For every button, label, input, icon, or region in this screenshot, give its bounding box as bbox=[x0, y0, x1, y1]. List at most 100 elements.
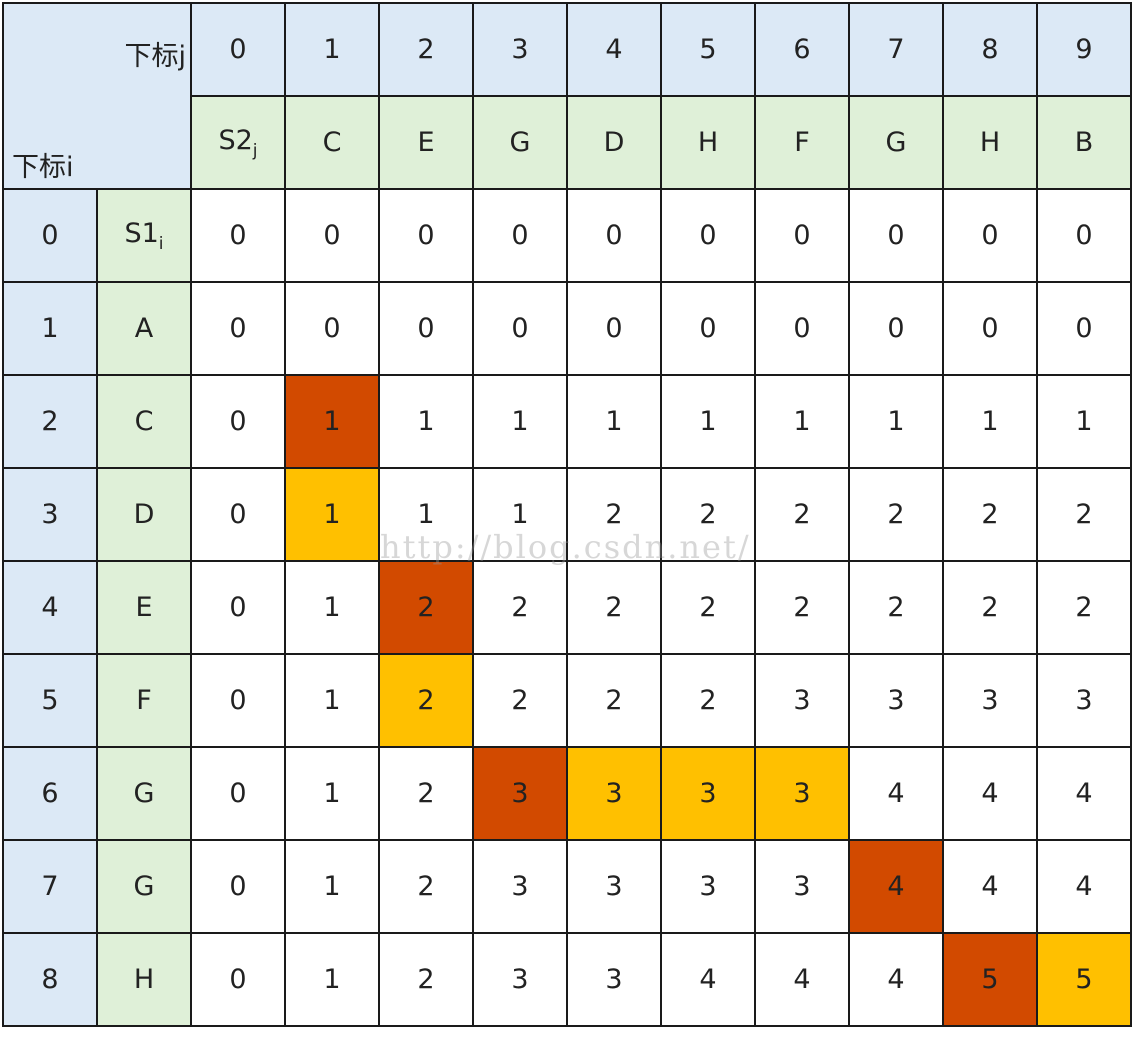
dp-cell-3-8: 2 bbox=[942, 467, 1038, 562]
dp-cell-2-8: 1 bbox=[942, 374, 1038, 469]
dp-cell-3-0: 0 bbox=[190, 467, 286, 562]
dp-cell-8-2: 2 bbox=[378, 932, 474, 1027]
s1-char-8: H bbox=[96, 932, 192, 1027]
s2-char-7: G bbox=[848, 95, 944, 190]
dp-cell-8-4: 3 bbox=[566, 932, 662, 1027]
dp-cell-5-0: 0 bbox=[190, 653, 286, 748]
dp-cell-0-8: 0 bbox=[942, 188, 1038, 283]
col-index-8: 8 bbox=[942, 2, 1038, 97]
s1-char-7: G bbox=[96, 839, 192, 934]
dp-cell-4-1: 1 bbox=[284, 560, 380, 655]
dp-cell-6-3: 3 bbox=[472, 746, 568, 841]
col-index-7: 7 bbox=[848, 2, 944, 97]
dp-cell-3-6: 2 bbox=[754, 467, 850, 562]
row-index-0: 0 bbox=[2, 188, 98, 283]
row-index-8: 8 bbox=[2, 932, 98, 1027]
dp-cell-8-5: 4 bbox=[660, 932, 756, 1027]
dp-cell-4-2: 2 bbox=[378, 560, 474, 655]
s1-char-1: A bbox=[96, 281, 192, 376]
dp-cell-5-6: 3 bbox=[754, 653, 850, 748]
s2-label-subscript: j bbox=[252, 140, 258, 161]
dp-cell-5-7: 3 bbox=[848, 653, 944, 748]
dp-cell-4-7: 2 bbox=[848, 560, 944, 655]
dp-cell-8-8: 5 bbox=[942, 932, 1038, 1027]
dp-cell-0-7: 0 bbox=[848, 188, 944, 283]
dp-cell-6-2: 2 bbox=[378, 746, 474, 841]
dp-cell-0-6: 0 bbox=[754, 188, 850, 283]
dp-cell-6-9: 4 bbox=[1036, 746, 1132, 841]
dp-cell-4-4: 2 bbox=[566, 560, 662, 655]
s2-label-base: S2 bbox=[218, 124, 253, 156]
dp-cell-0-2: 0 bbox=[378, 188, 474, 283]
dp-cell-5-4: 2 bbox=[566, 653, 662, 748]
dp-cell-1-1: 0 bbox=[284, 281, 380, 376]
row-axis-label: 下标i bbox=[12, 152, 74, 183]
dp-cell-2-7: 1 bbox=[848, 374, 944, 469]
dp-cell-3-2: 1 bbox=[378, 467, 474, 562]
dp-cell-2-1: 1 bbox=[284, 374, 380, 469]
dp-cell-3-5: 2 bbox=[660, 467, 756, 562]
s1-char-2: C bbox=[96, 374, 192, 469]
dp-cell-1-9: 0 bbox=[1036, 281, 1132, 376]
dp-cell-5-9: 3 bbox=[1036, 653, 1132, 748]
dp-cell-8-9: 5 bbox=[1036, 932, 1132, 1027]
dp-cell-7-2: 2 bbox=[378, 839, 474, 934]
col-index-9: 9 bbox=[1036, 2, 1132, 97]
axis-corner: 下标j 下标i bbox=[2, 2, 192, 190]
dp-cell-6-1: 1 bbox=[284, 746, 380, 841]
s1-char-5: F bbox=[96, 653, 192, 748]
dp-cell-4-8: 2 bbox=[942, 560, 1038, 655]
s1-char-6: G bbox=[96, 746, 192, 841]
dp-cell-1-0: 0 bbox=[190, 281, 286, 376]
lcs-table: 下标j 下标i 0 1 2 3 4 5 6 7 8 9 S2j C E G D H F G H B 0 S1i 0 0 0 0 0 0 0 0… bbox=[2, 2, 1132, 1027]
dp-cell-0-1: 0 bbox=[284, 188, 380, 283]
s2-char-3: G bbox=[472, 95, 568, 190]
s2-char-5: H bbox=[660, 95, 756, 190]
dp-cell-5-1: 1 bbox=[284, 653, 380, 748]
dp-cell-6-5: 3 bbox=[660, 746, 756, 841]
col-index-2: 2 bbox=[378, 2, 474, 97]
dp-cell-3-1: 1 bbox=[284, 467, 380, 562]
dp-cell-2-5: 1 bbox=[660, 374, 756, 469]
row-index-4: 4 bbox=[2, 560, 98, 655]
dp-cell-6-0: 0 bbox=[190, 746, 286, 841]
dp-cell-3-7: 2 bbox=[848, 467, 944, 562]
dp-cell-6-6: 3 bbox=[754, 746, 850, 841]
dp-cell-1-2: 0 bbox=[378, 281, 474, 376]
dp-cell-2-6: 1 bbox=[754, 374, 850, 469]
dp-cell-3-4: 2 bbox=[566, 467, 662, 562]
dp-cell-3-9: 2 bbox=[1036, 467, 1132, 562]
dp-cell-0-5: 0 bbox=[660, 188, 756, 283]
s1-label-base: S1 bbox=[124, 217, 159, 249]
row-index-1: 1 bbox=[2, 281, 98, 376]
dp-cell-0-0: 0 bbox=[190, 188, 286, 283]
s2-char-2: E bbox=[378, 95, 474, 190]
dp-cell-4-5: 2 bbox=[660, 560, 756, 655]
dp-cell-7-4: 3 bbox=[566, 839, 662, 934]
s1-char-4: E bbox=[96, 560, 192, 655]
col-index-4: 4 bbox=[566, 2, 662, 97]
s2-label-cell: S2j bbox=[190, 95, 286, 190]
dp-cell-7-8: 4 bbox=[942, 839, 1038, 934]
dp-cell-8-3: 3 bbox=[472, 932, 568, 1027]
dp-cell-4-3: 2 bbox=[472, 560, 568, 655]
dp-cell-7-0: 0 bbox=[190, 839, 286, 934]
dp-cell-5-8: 3 bbox=[942, 653, 1038, 748]
dp-cell-7-3: 3 bbox=[472, 839, 568, 934]
s1-label-subscript: i bbox=[158, 233, 164, 254]
col-axis-label: 下标j bbox=[124, 41, 186, 72]
dp-cell-5-3: 2 bbox=[472, 653, 568, 748]
lcs-grid: 下标j 下标i 0 1 2 3 4 5 6 7 8 9 S2j C E G D H F G H B 0 S1i 0 0 0 0 0 0 0 0… bbox=[2, 2, 1132, 1027]
col-index-0: 0 bbox=[190, 2, 286, 97]
s2-char-8: H bbox=[942, 95, 1038, 190]
dp-cell-6-8: 4 bbox=[942, 746, 1038, 841]
dp-cell-1-6: 0 bbox=[754, 281, 850, 376]
row-index-3: 3 bbox=[2, 467, 98, 562]
dp-cell-2-4: 1 bbox=[566, 374, 662, 469]
dp-cell-5-5: 2 bbox=[660, 653, 756, 748]
col-index-1: 1 bbox=[284, 2, 380, 97]
dp-cell-4-6: 2 bbox=[754, 560, 850, 655]
s1-char-3: D bbox=[96, 467, 192, 562]
dp-cell-5-2: 2 bbox=[378, 653, 474, 748]
dp-cell-1-8: 0 bbox=[942, 281, 1038, 376]
